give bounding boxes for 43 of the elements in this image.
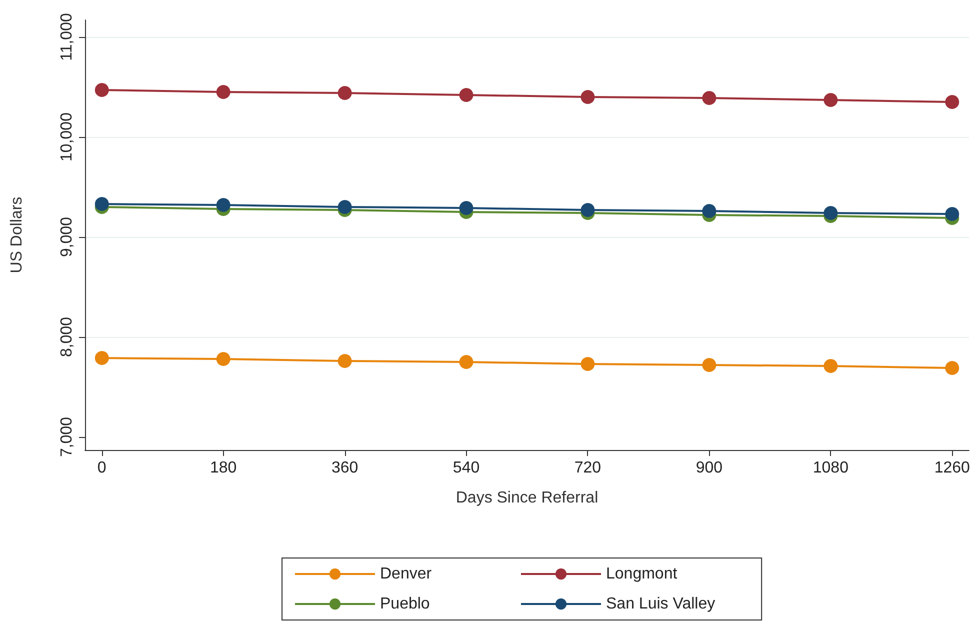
point <box>702 91 716 105</box>
point <box>338 200 352 214</box>
x-tick-label: 0 <box>97 460 106 476</box>
point <box>94 197 109 211</box>
x-axis-title: Days Since Referral <box>456 490 598 506</box>
point <box>824 359 838 373</box>
legend-label: Pueblo <box>380 596 430 612</box>
point <box>459 201 474 215</box>
point <box>824 206 838 220</box>
y-tick-label: 10,000 <box>58 112 76 162</box>
point <box>459 88 474 102</box>
x-tick-label: 360 <box>331 460 358 476</box>
x-tick-label: 1260 <box>934 460 970 476</box>
point <box>580 203 595 217</box>
y-tick-label: 9,000 <box>58 216 76 258</box>
x-tick-label: 180 <box>210 460 237 476</box>
point <box>216 85 230 99</box>
x-tick-label: 900 <box>696 460 723 476</box>
legend-label: Longmont <box>606 566 678 582</box>
y-tick-label: 7,000 <box>58 416 76 458</box>
point <box>338 86 352 100</box>
point <box>216 198 230 212</box>
legend-label: San Luis Valley <box>606 596 716 612</box>
point <box>94 351 109 365</box>
point <box>702 358 716 372</box>
legend-label: Denver <box>380 566 432 582</box>
y-tick-label: 8,000 <box>58 316 76 358</box>
y-axis-title: US Dollars <box>8 196 26 274</box>
point <box>945 207 960 221</box>
point <box>94 83 109 97</box>
x-tick-label: 1080 <box>812 460 849 476</box>
x-tick-label: 540 <box>452 460 480 476</box>
point <box>580 90 595 104</box>
point <box>945 95 960 109</box>
point <box>580 357 595 371</box>
point <box>459 355 474 369</box>
x-tick-label: 720 <box>574 460 602 476</box>
point <box>338 354 352 368</box>
point <box>824 93 838 107</box>
point <box>945 361 960 375</box>
point <box>702 204 716 218</box>
point <box>216 352 230 366</box>
y-tick-label: 11,000 <box>58 13 76 61</box>
